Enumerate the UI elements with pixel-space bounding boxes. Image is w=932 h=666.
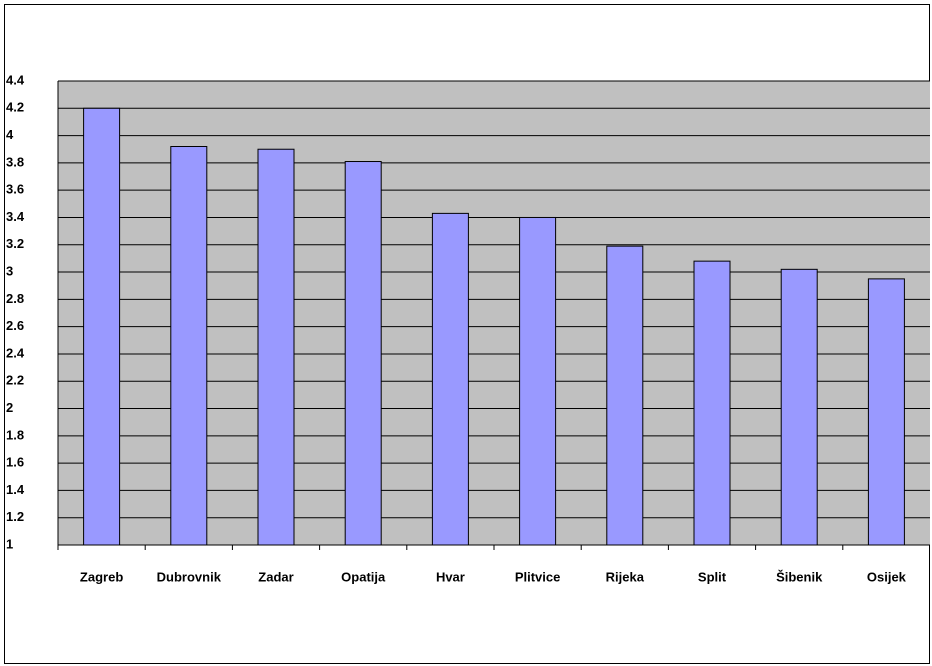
bar — [867, 278, 905, 546]
y-tick-label: 2.8 — [6, 291, 24, 306]
y-tick-label: 4 — [6, 127, 14, 142]
x-tick-label: Šibenik — [776, 569, 823, 584]
x-tick-label: Zagreb — [80, 569, 123, 584]
y-tick-label: 4.4 — [6, 72, 25, 87]
bar — [257, 148, 295, 546]
y-tick-label: 2 — [6, 400, 13, 415]
y-tick-label: 1.4 — [6, 482, 25, 497]
bar — [606, 245, 644, 546]
x-tick-label: Dubrovnik — [157, 569, 222, 584]
bar — [431, 212, 469, 546]
y-tick-label: 3 — [6, 263, 13, 278]
y-tick-label: 1.8 — [6, 427, 24, 442]
x-tick-label: Plitvice — [515, 569, 561, 584]
bar — [519, 216, 557, 546]
bar — [170, 146, 208, 546]
y-tick-label: 2.6 — [6, 318, 24, 333]
x-tick-label: Rijeka — [606, 569, 645, 584]
x-tick-label: Split — [698, 569, 727, 584]
y-tick-label: 3.4 — [6, 209, 25, 224]
y-tick-label: 1 — [6, 536, 13, 551]
y-tick-label: 3.6 — [6, 182, 24, 197]
y-tick-label: 3.8 — [6, 154, 24, 169]
y-tick-label: 3.2 — [6, 236, 24, 251]
bar — [83, 107, 121, 546]
y-tick-label: 1.6 — [6, 455, 24, 470]
bar — [693, 260, 731, 546]
x-tick-label: Hvar — [436, 569, 465, 584]
x-tick-label: Opatija — [341, 569, 386, 584]
bar — [344, 161, 382, 546]
y-tick-label: 1.2 — [6, 509, 24, 524]
bar — [780, 268, 818, 546]
y-tick-label: 4.2 — [6, 100, 24, 115]
y-tick-label: 2.2 — [6, 373, 24, 388]
y-tick-label: 2.4 — [6, 345, 25, 360]
x-tick-label: Osijek — [867, 569, 907, 584]
x-tick-label: Zadar — [258, 569, 293, 584]
